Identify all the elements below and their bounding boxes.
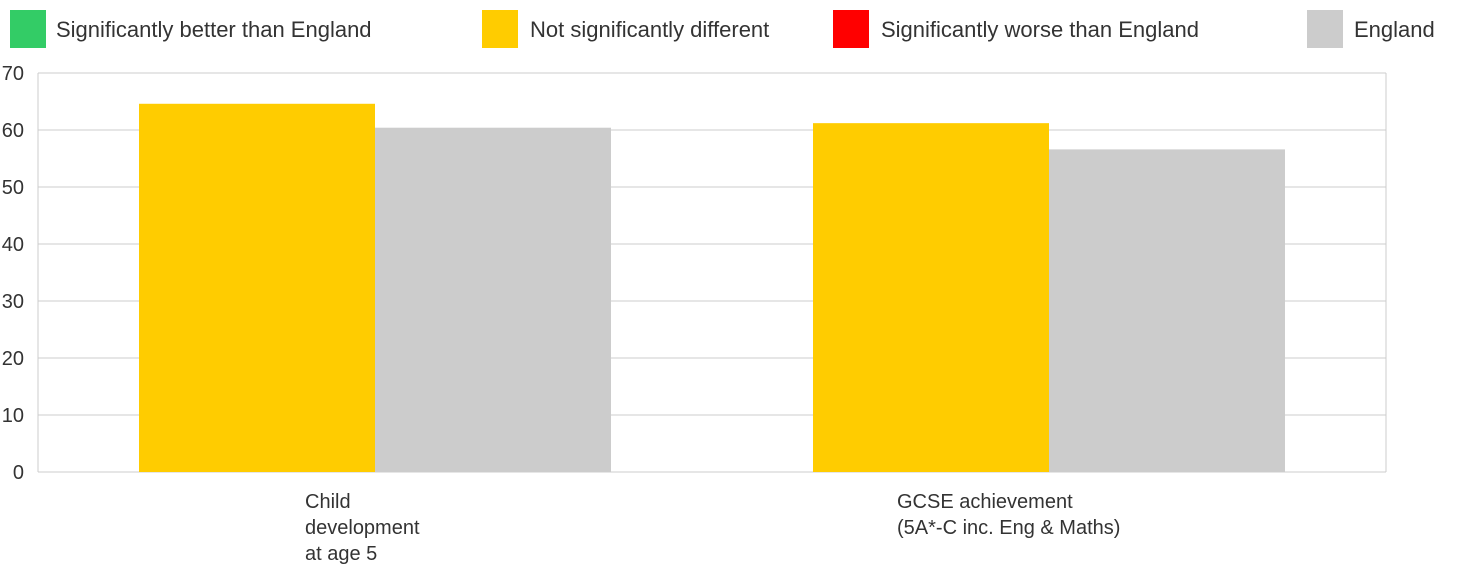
category-label-0-line-2: at age 5	[305, 543, 377, 565]
category-label-1-line-1: (5A*-C inc. Eng & Maths)	[897, 517, 1120, 539]
x-axis-categories: Child development at age 5 GCSE achievement…	[305, 491, 1120, 565]
legend-label-1: Not significantly different	[530, 17, 769, 42]
y-tick-label-7: 70	[2, 63, 24, 85]
y-tick-label-4: 40	[2, 234, 24, 256]
legend-label-3: England	[1354, 17, 1435, 42]
y-axis-ticks: 0 10 20 30 40 50 60 70	[2, 63, 24, 484]
y-tick-label-1: 10	[2, 405, 24, 427]
bar-1-series-1	[1049, 149, 1285, 472]
legend-label-2: Significantly worse than England	[881, 17, 1199, 42]
legend-swatch-0	[10, 10, 46, 48]
y-tick-label-0: 0	[13, 462, 24, 484]
legend-label-0: Significantly better than England	[56, 17, 372, 42]
legend-swatch-2	[833, 10, 869, 48]
y-tick-label-6: 60	[2, 120, 24, 142]
category-label-0-line-0: Child	[305, 491, 351, 513]
bar-1-series-0	[813, 123, 1049, 472]
y-tick-label-3: 30	[2, 291, 24, 313]
category-label-1-line-0: GCSE achievement	[897, 491, 1073, 513]
y-tick-label-2: 20	[2, 348, 24, 370]
chart-bars	[139, 103, 1285, 472]
legend-swatch-3	[1307, 10, 1343, 48]
chart-legend: Significantly better than England Not sig…	[10, 10, 1435, 48]
bar-0-series-1	[375, 127, 611, 472]
category-label-0-line-1: development	[305, 517, 420, 539]
y-tick-label-5: 50	[2, 177, 24, 199]
bar-0-series-0	[139, 103, 375, 472]
legend-swatch-1	[482, 10, 518, 48]
